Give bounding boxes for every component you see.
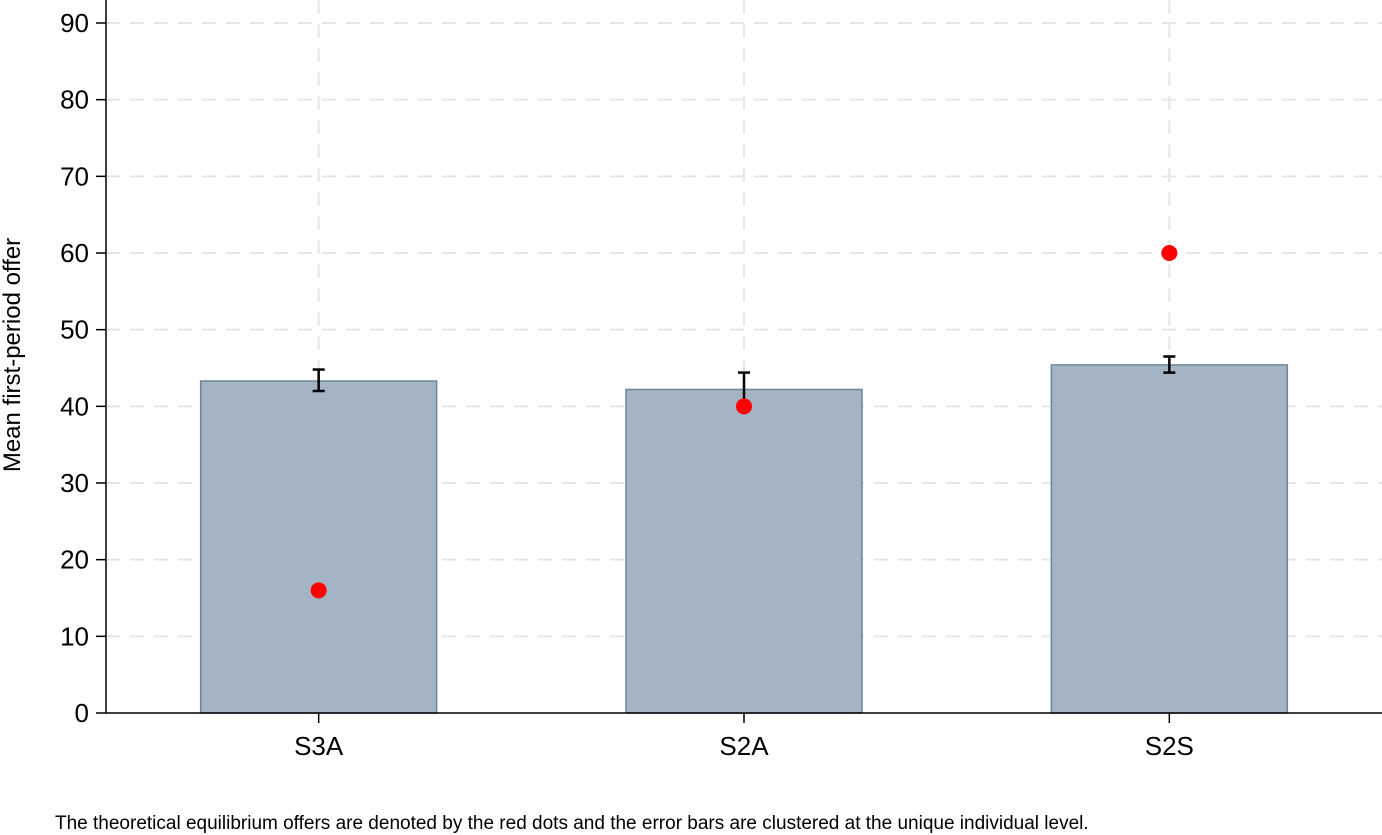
error-bar-S2S xyxy=(1163,355,1176,374)
x-tick-label: S2A xyxy=(719,731,769,761)
y-axis-label: Mean first-period offer xyxy=(0,238,26,472)
bar-S3A xyxy=(199,380,438,714)
y-tick-label: 10 xyxy=(60,621,89,651)
y-tick-label: 50 xyxy=(60,315,89,345)
bars xyxy=(199,364,1289,714)
y-tick-label: 90 xyxy=(60,8,89,38)
y-tick-label: 30 xyxy=(60,468,89,498)
equilibrium-point-S2S xyxy=(1161,245,1178,261)
y-tick-label: 0 xyxy=(75,698,89,728)
x-tick-label: S3A xyxy=(294,731,344,761)
bar-S2S xyxy=(1050,364,1289,714)
y-tick-label: 20 xyxy=(60,545,89,575)
figure-note: The theoretical equilibrium offers are d… xyxy=(55,813,1089,834)
x-tick-label: S2S xyxy=(1145,731,1194,761)
y-tick-label: 60 xyxy=(60,238,89,268)
equilibrium-points xyxy=(310,245,1178,599)
y-tick-label: 80 xyxy=(60,85,89,115)
equilibrium-point-S2A xyxy=(736,398,752,415)
axes: 0 10 20 30 40 50 60 70 80 90 S3A S2A S2S xyxy=(60,0,1382,761)
error-bar-S3A xyxy=(312,368,325,393)
y-tick-label: 70 xyxy=(60,161,89,191)
bar-S2A xyxy=(625,388,863,714)
y-tick-label: 40 xyxy=(60,391,89,421)
equilibrium-point-S3A xyxy=(310,582,327,599)
